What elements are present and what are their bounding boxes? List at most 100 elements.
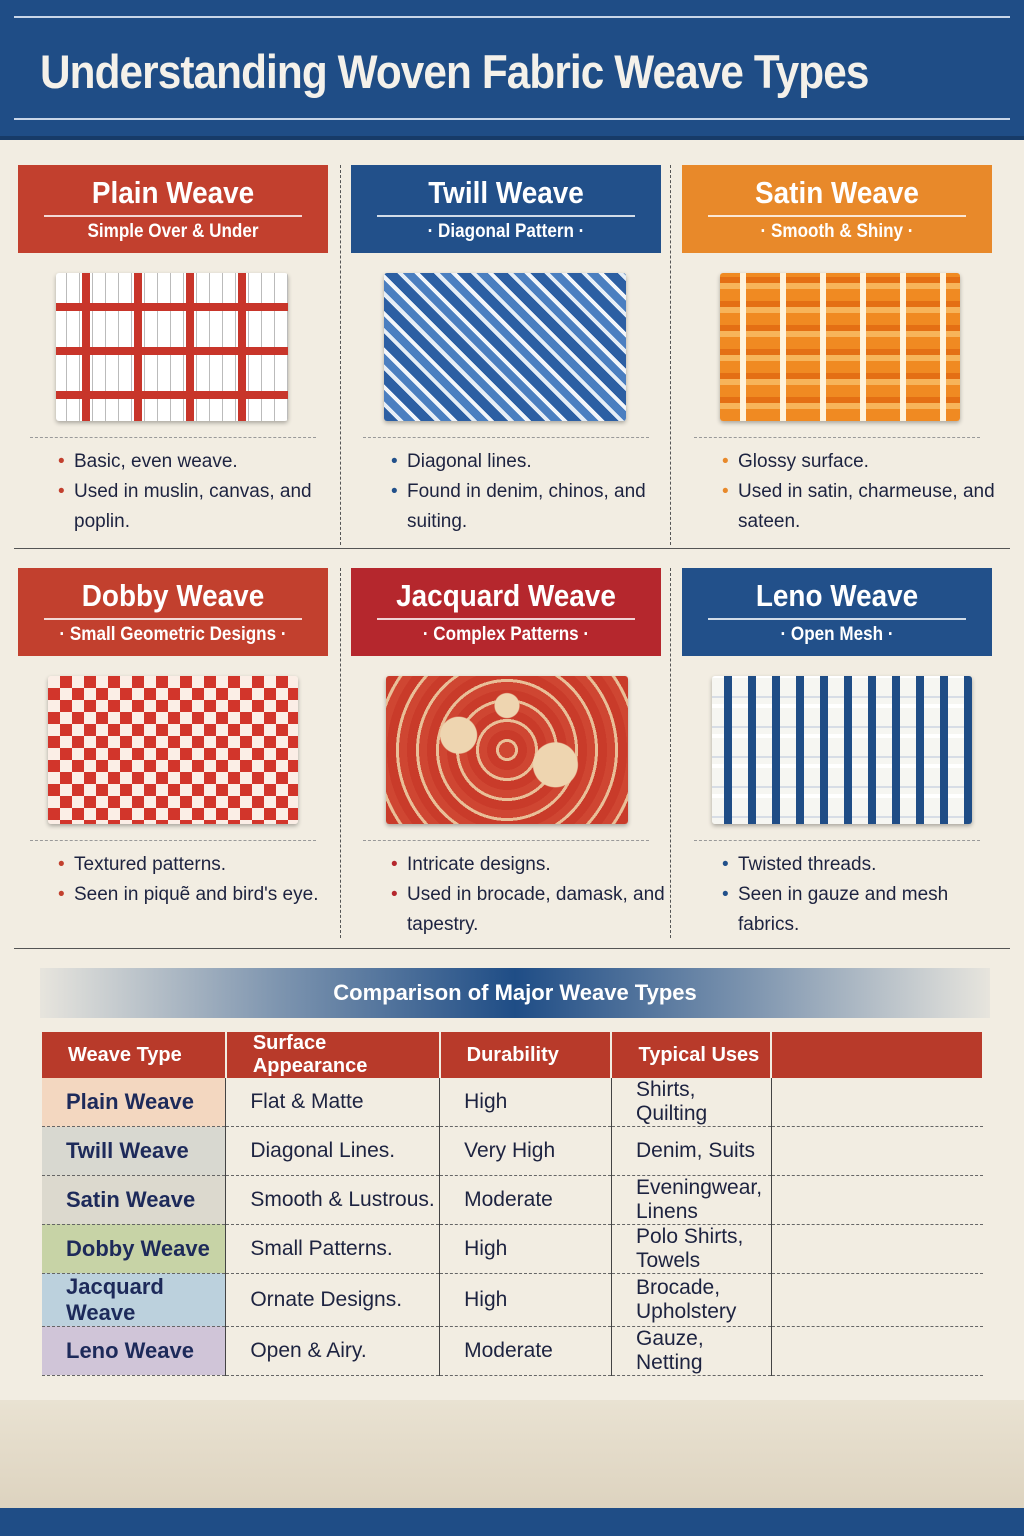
column-header: Durability <box>439 1032 613 1078</box>
table-cell: Polo Shirts, Towels <box>611 1224 772 1274</box>
divider <box>340 165 341 545</box>
table-cell: High <box>439 1078 612 1127</box>
dobby-checker-red-swatch <box>48 676 298 824</box>
table-cell <box>771 1326 983 1376</box>
divider <box>708 215 966 217</box>
weave-card: Twill Weave · Diagonal Pattern · Diagona… <box>351 165 661 532</box>
card-header: Satin Weave · Smooth & Shiny · <box>682 165 992 253</box>
column-header <box>771 1032 984 1078</box>
bullet-item: Intricate designs. <box>391 850 671 880</box>
table-cell: Satin Weave <box>42 1175 227 1225</box>
card-header: Leno Weave · Open Mesh · <box>682 568 992 656</box>
divider <box>30 437 316 438</box>
card-subtitle: · Complex Patterns · <box>422 624 590 645</box>
table-row: Jacquard Weave Ornate Designs. High Brocade… <box>42 1273 983 1327</box>
bullet-item: Seen in piquẽ and bird's eye. <box>58 880 338 910</box>
table-cell: Diagonal Lines. <box>225 1126 441 1176</box>
column-header: Typical Uses <box>611 1032 773 1078</box>
divider <box>14 948 1010 949</box>
bullet-item: Used in satin, charmeuse, and sateen. <box>722 477 1002 537</box>
bullet-item: Glossy surface. <box>722 447 1002 477</box>
table-cell: Twill Weave <box>42 1126 227 1176</box>
table-cell <box>771 1175 983 1225</box>
bullet-list: Glossy surface.Used in satin, charmeuse,… <box>722 447 1002 537</box>
bullet-list: Textured patterns.Seen in piquẽ and bird… <box>58 850 338 910</box>
weave-card: Dobby Weave · Small Geometric Designs · … <box>18 568 328 910</box>
card-title: Plain Weave <box>91 175 255 210</box>
divider <box>670 568 671 938</box>
card-header: Dobby Weave · Small Geometric Designs · <box>18 568 328 656</box>
footer-bar <box>0 1508 1024 1536</box>
table-cell <box>771 1078 983 1127</box>
table-row: Leno Weave Open & Airy. Moderate Gauze, Net… <box>42 1326 983 1376</box>
table-cell: Open & Airy. <box>225 1326 441 1376</box>
bullet-item: Found in denim, chinos, and suiting. <box>391 477 671 537</box>
card-subtitle: Simple Over & Under <box>87 221 259 242</box>
table-row: Plain Weave Flat & Matte High Shirts, Quilt… <box>42 1078 983 1127</box>
bullet-item: Seen in gauze and mesh fabrics. <box>722 880 1002 940</box>
bullet-list: Diagonal lines.Found in denim, chinos, a… <box>391 447 671 537</box>
leno-mesh-blue-swatch <box>712 676 972 824</box>
column-header: Surface Appearance <box>225 1032 441 1078</box>
card-header: Twill Weave · Diagonal Pattern · <box>351 165 661 253</box>
table-cell: Moderate <box>439 1175 612 1225</box>
weave-card: Jacquard Weave · Complex Patterns · Intr… <box>351 568 665 935</box>
table-cell <box>771 1273 983 1327</box>
divider <box>14 16 1010 18</box>
plain-weave-red-white-swatch <box>56 273 288 421</box>
bullet-list: Basic, even weave.Used in muslin, canvas… <box>58 447 338 537</box>
table-cell <box>771 1224 983 1274</box>
twill-blue-swatch <box>384 273 626 421</box>
table-cell: Brocade, Upholstery <box>611 1273 772 1327</box>
card-header: Jacquard Weave · Complex Patterns · <box>351 568 661 656</box>
divider <box>363 840 649 841</box>
weave-card: Satin Weave · Smooth & Shiny · Glossy su… <box>682 165 995 532</box>
divider <box>377 618 635 620</box>
card-title: Leno Weave <box>755 578 919 613</box>
card-subtitle: · Smooth & Shiny · <box>760 221 914 242</box>
table-cell: Shirts, Quilting <box>611 1078 772 1127</box>
table-cell: High <box>439 1224 612 1274</box>
footer-fabric <box>0 1400 1024 1510</box>
divider <box>670 165 671 545</box>
bullet-item: Textured patterns. <box>58 850 338 880</box>
bullet-list: Twisted threads.Seen in gauze and mesh f… <box>722 850 1002 940</box>
card-subtitle: · Diagonal Pattern · <box>427 221 585 242</box>
table-cell: Denim, Suits <box>611 1126 772 1176</box>
bullet-item: Twisted threads. <box>722 850 1002 880</box>
table-cell: Smooth & Lustrous. <box>225 1175 441 1225</box>
bullet-list: Intricate designs.Used in brocade, damas… <box>391 850 671 940</box>
table-cell: Very High <box>439 1126 612 1176</box>
title-banner: Understanding Woven Fabric Weave Types <box>0 0 1024 140</box>
bullet-item: Used in muslin, canvas, and poplin. <box>58 477 338 537</box>
bullet-item: Used in brocade, damask, and tapestry. <box>391 880 671 940</box>
table-cell: Jacquard Weave <box>42 1273 227 1327</box>
table-cell: Dobby Weave <box>42 1224 227 1274</box>
table-cell: Plain Weave <box>42 1078 227 1127</box>
comparison-table: Weave Type Surface Appearance Durability Ty… <box>42 1032 984 1376</box>
bullet-item: Diagonal lines. <box>391 447 671 477</box>
table-cell: Gauze, Netting <box>611 1326 772 1376</box>
table-cell: Small Patterns. <box>225 1224 441 1274</box>
table-row: Satin Weave Smooth & Lustrous. Moderate Eve… <box>42 1175 983 1225</box>
page-title: Understanding Woven Fabric Weave Types <box>40 45 869 98</box>
card-subtitle: · Small Geometric Designs · <box>59 624 287 645</box>
divider <box>377 215 635 217</box>
column-header: Weave Type <box>42 1032 227 1078</box>
divider <box>694 437 980 438</box>
weave-card: Leno Weave · Open Mesh · Twisted threads… <box>682 568 992 935</box>
table-cell <box>771 1126 983 1176</box>
table-cell: High <box>439 1273 612 1327</box>
table-cell: Flat & Matte <box>225 1078 441 1127</box>
table-cell: Ornate Designs. <box>225 1273 441 1327</box>
jacquard-damask-swatch <box>386 676 628 824</box>
table-row: Dobby Weave Small Patterns. High Polo Shirt… <box>42 1224 983 1274</box>
divider <box>14 118 1010 120</box>
divider <box>340 568 341 938</box>
table-cell: Eveningwear, Linens <box>611 1175 772 1225</box>
divider <box>44 215 302 217</box>
bullet-item: Basic, even weave. <box>58 447 338 477</box>
divider <box>30 840 316 841</box>
card-title: Jacquard Weave <box>396 578 616 613</box>
table-row: Twill Weave Diagonal Lines. Very High Denim… <box>42 1126 983 1176</box>
